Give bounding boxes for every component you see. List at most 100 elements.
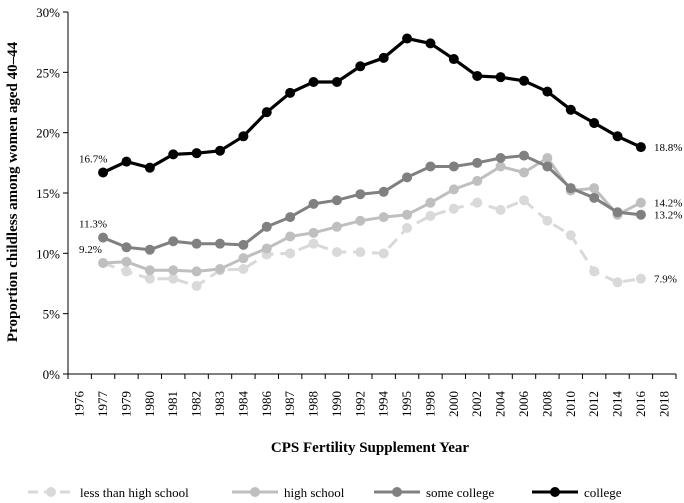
data-point [238, 239, 249, 250]
data-point [238, 131, 249, 142]
data-point [191, 148, 202, 159]
x-tick-label: 1990 [329, 391, 344, 417]
data-point [589, 192, 600, 203]
y-tick-label: 25% [36, 65, 60, 80]
x-tick-label: 1983 [212, 391, 227, 417]
end-value-label: 7.9% [654, 274, 677, 286]
data-point [402, 209, 413, 220]
legend-marker [392, 487, 402, 497]
data-point [425, 38, 436, 49]
series-college [98, 33, 646, 178]
legend-label: less than high school [80, 485, 189, 500]
data-point [448, 161, 459, 172]
data-point [495, 161, 506, 172]
data-point [261, 243, 272, 254]
data-point [215, 238, 225, 249]
data-point [519, 167, 529, 178]
legend-item: some college [374, 485, 494, 500]
x-tick-label: 1992 [352, 391, 367, 417]
x-tick-label: 2010 [563, 391, 578, 417]
data-point [331, 247, 342, 258]
data-point [495, 153, 506, 164]
y-tick-label: 0% [43, 367, 61, 382]
data-point [635, 209, 646, 220]
data-point [378, 212, 389, 223]
data-point [472, 157, 483, 168]
legend-item: high school [232, 485, 345, 500]
data-point [238, 264, 249, 275]
data-point [191, 280, 202, 291]
data-point [215, 145, 225, 156]
data-point [425, 197, 436, 208]
x-tick-label: 1988 [306, 391, 321, 417]
data-point [285, 87, 296, 98]
x-tick-label: 1979 [118, 391, 133, 417]
data-point [144, 273, 155, 284]
legend: less than high school high school some col… [28, 485, 622, 500]
data-point [612, 277, 623, 288]
data-point [121, 256, 132, 267]
data-point [495, 204, 506, 215]
series-line [102, 36, 642, 174]
y-tick-label: 15% [36, 186, 60, 201]
data-point [191, 238, 202, 249]
data-point [565, 183, 576, 194]
data-point [285, 248, 296, 259]
y-axis-title: Proportion childless among women aged 40… [5, 41, 21, 342]
x-tick-label: 1998 [422, 391, 437, 417]
data-point [635, 142, 646, 153]
data-point [519, 75, 529, 86]
data-point [378, 186, 389, 197]
y-tick-label: 20% [36, 126, 60, 141]
legend-marker [250, 487, 260, 497]
data-point [308, 76, 319, 87]
x-tick-label: 1995 [399, 391, 414, 417]
data-point [355, 189, 366, 200]
data-point [402, 33, 413, 44]
x-tick-label: 1994 [376, 391, 391, 418]
y-tick-label: 10% [36, 246, 60, 261]
series-high-school [98, 153, 646, 277]
data-point [565, 104, 576, 115]
data-point [98, 257, 109, 268]
x-tick-label: 2002 [469, 391, 484, 417]
x-tick-label: 1980 [142, 391, 157, 417]
data-point [308, 227, 319, 238]
data-point [612, 131, 623, 142]
data-point [378, 248, 389, 259]
legend-label: college [584, 485, 622, 500]
x-tick-label: 2004 [493, 391, 508, 417]
start-value-label: 9.2% [79, 244, 102, 256]
y-tick-label: 30% [36, 5, 60, 20]
data-point [425, 210, 436, 221]
data-point [448, 184, 459, 195]
x-tick-label: 1981 [165, 391, 180, 417]
data-point [472, 197, 483, 208]
data-point [144, 244, 155, 255]
data-point [261, 107, 272, 118]
data-point [121, 156, 132, 167]
data-point [121, 266, 132, 277]
data-point [425, 161, 436, 172]
start-value-label: 16.7% [79, 153, 107, 165]
data-point [168, 265, 179, 276]
start-value-label: 11.3% [79, 219, 107, 231]
x-tick-label: 2018 [656, 391, 671, 417]
data-point [144, 162, 155, 173]
data-point [448, 54, 459, 65]
data-point [285, 212, 296, 223]
data-point [378, 52, 389, 63]
data-point [542, 153, 553, 164]
x-axis-title: CPS Fertility Supplement Year [271, 440, 470, 456]
series-line [102, 154, 642, 252]
data-point [612, 207, 623, 218]
x-tick-label: 1984 [235, 391, 250, 418]
data-point [98, 232, 109, 243]
data-point [308, 198, 319, 209]
data-point [402, 172, 413, 183]
x-tick-label: 1986 [259, 391, 274, 418]
legend-item: less than high school [28, 485, 189, 500]
x-tick-label: 2014 [610, 391, 625, 418]
x-tick-label: 2016 [633, 391, 648, 418]
data-point [589, 118, 600, 129]
